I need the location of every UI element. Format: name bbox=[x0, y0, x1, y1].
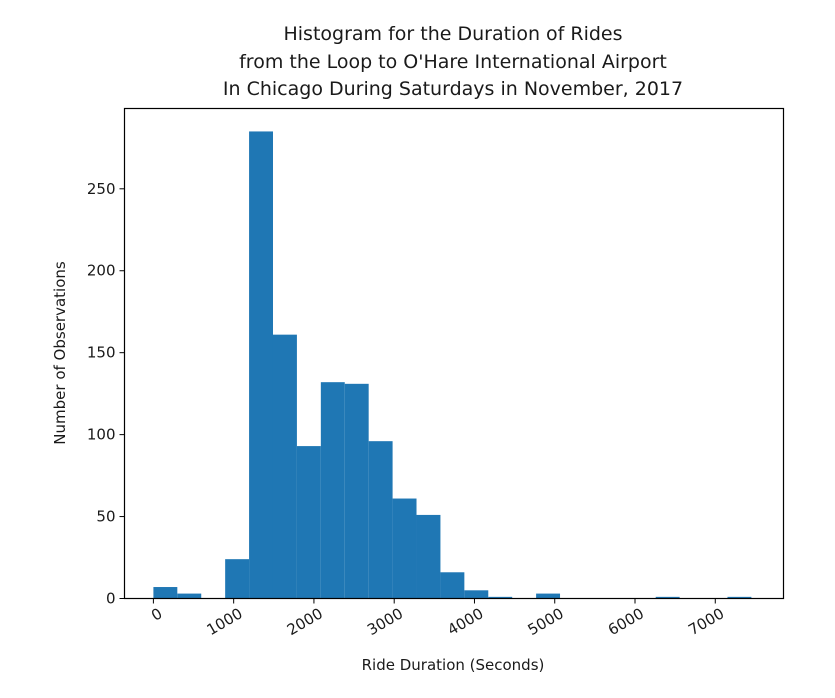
x-tick-label: 1000 bbox=[204, 604, 246, 639]
plot-area-frame bbox=[123, 107, 785, 600]
x-tick-label: 6000 bbox=[605, 604, 647, 639]
histogram-bar bbox=[727, 596, 752, 599]
histogram-bar bbox=[296, 446, 321, 599]
x-axis-label: Ride Duration (Seconds) bbox=[362, 656, 545, 674]
y-axis-label: Number of Observations bbox=[51, 261, 69, 445]
title-line-1: Histogram for the Duration of Rides bbox=[283, 23, 622, 45]
y-tick-label: 100 bbox=[87, 426, 116, 444]
histogram-bar bbox=[488, 596, 513, 599]
x-tick-label: 3000 bbox=[364, 604, 406, 639]
x-tick-label: 7000 bbox=[685, 604, 727, 639]
y-tick-label: 50 bbox=[96, 508, 115, 526]
histogram-bar bbox=[272, 334, 297, 599]
title-line-2: from the Loop to O'Hare International Ai… bbox=[239, 51, 667, 73]
y-tick-label: 200 bbox=[87, 262, 116, 280]
y-tick-label: 250 bbox=[87, 180, 116, 198]
y-tick-label: 0 bbox=[106, 590, 116, 608]
x-tick-label: 2000 bbox=[284, 604, 326, 639]
y-tick-label: 150 bbox=[87, 344, 116, 362]
histogram-bar bbox=[416, 514, 441, 599]
x-axis-ticks: 0 1000 2000 3000 4000 5000 6000 7000 bbox=[148, 598, 727, 639]
title-line-3: In Chicago During Saturdays in November,… bbox=[223, 78, 683, 100]
histogram-bar bbox=[464, 590, 489, 599]
histogram-bar bbox=[344, 383, 369, 599]
histogram-bar bbox=[320, 382, 345, 599]
chart-title: Histogram for the Duration of Rides from… bbox=[223, 23, 683, 100]
histogram-bar bbox=[153, 587, 178, 599]
histogram-bar bbox=[655, 596, 680, 599]
histogram-bar bbox=[536, 593, 561, 599]
histogram-bars bbox=[153, 131, 752, 599]
x-tick-label: 5000 bbox=[525, 604, 567, 639]
histogram-bar bbox=[392, 498, 417, 599]
histogram-bar bbox=[249, 131, 273, 599]
y-axis-ticks: 0 50 100 150 200 250 bbox=[87, 180, 125, 608]
x-tick-label: 0 bbox=[148, 604, 165, 624]
histogram-bar bbox=[368, 441, 393, 599]
histogram-bar bbox=[225, 559, 250, 599]
histogram-bar bbox=[177, 593, 202, 599]
histogram-bar bbox=[440, 572, 465, 599]
x-tick-label: 4000 bbox=[444, 604, 486, 639]
